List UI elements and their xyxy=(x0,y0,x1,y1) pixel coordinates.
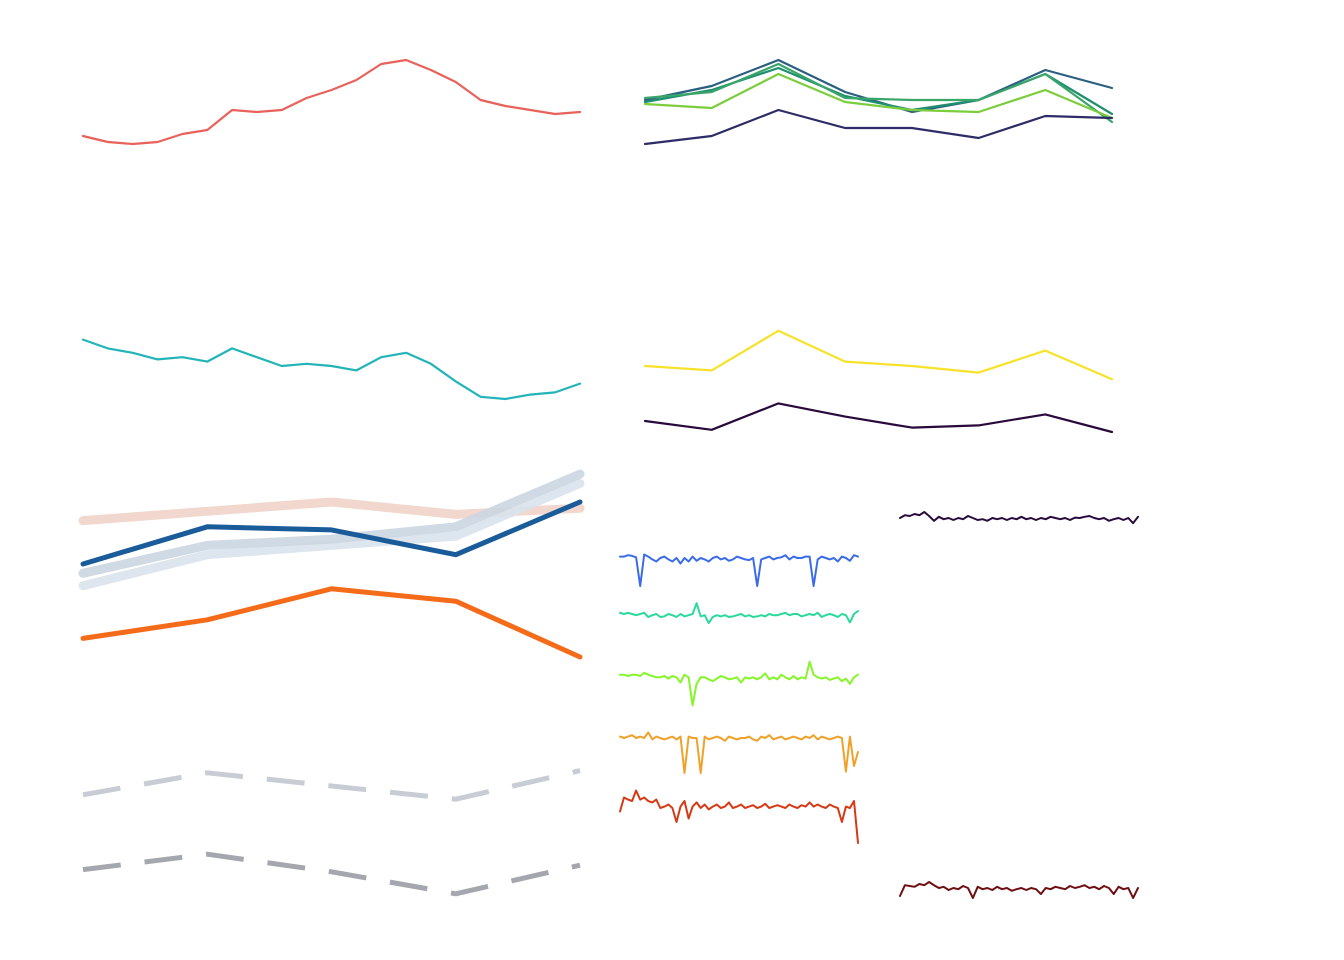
series-line-lower-left-top-4 xyxy=(80,586,583,660)
series-line-lower-center-small-multiples-0 xyxy=(619,553,859,587)
series-line-top-right-3 xyxy=(643,72,1114,120)
series-line-lower-center-small-multiples-4 xyxy=(619,789,859,844)
series-line-top-right-4 xyxy=(643,108,1114,146)
series-line-middle-right-0 xyxy=(643,329,1114,381)
series-line-top-right-2 xyxy=(643,62,1114,124)
series-line-top-left-0 xyxy=(81,58,582,146)
series-line-lower-left-bottom-1 xyxy=(82,851,581,897)
series-line-top-right-0 xyxy=(643,58,1114,114)
chart-panel-lower-left-top xyxy=(78,469,585,660)
series-line-lower-center-small-multiples-1 xyxy=(619,602,859,624)
chart-panel-lower-center-small-multiples xyxy=(619,553,859,844)
series-line-lower-left-top-2 xyxy=(78,469,585,578)
series-line-lower-right-small-multiples-1 xyxy=(899,881,1139,899)
chart-panel-top-left xyxy=(81,58,582,146)
chart-panel-lower-right-small-multiples xyxy=(899,511,1139,899)
series-line-lower-center-small-multiples-2 xyxy=(619,660,859,707)
series-line-lower-left-top-1 xyxy=(78,478,585,591)
series-line-middle-left-0 xyxy=(81,338,582,401)
series-line-lower-left-top-3 xyxy=(80,499,583,567)
chart-panel-middle-left xyxy=(81,338,582,401)
chart-panel-top-right xyxy=(643,58,1114,146)
series-line-middle-right-1 xyxy=(643,402,1114,434)
chart-panel-lower-left-bottom xyxy=(82,768,581,897)
series-line-lower-center-small-multiples-3 xyxy=(619,731,859,774)
chart-panel-middle-right xyxy=(643,329,1114,434)
series-line-lower-left-bottom-0 xyxy=(82,768,581,802)
series-line-lower-right-small-multiples-0 xyxy=(899,511,1139,525)
